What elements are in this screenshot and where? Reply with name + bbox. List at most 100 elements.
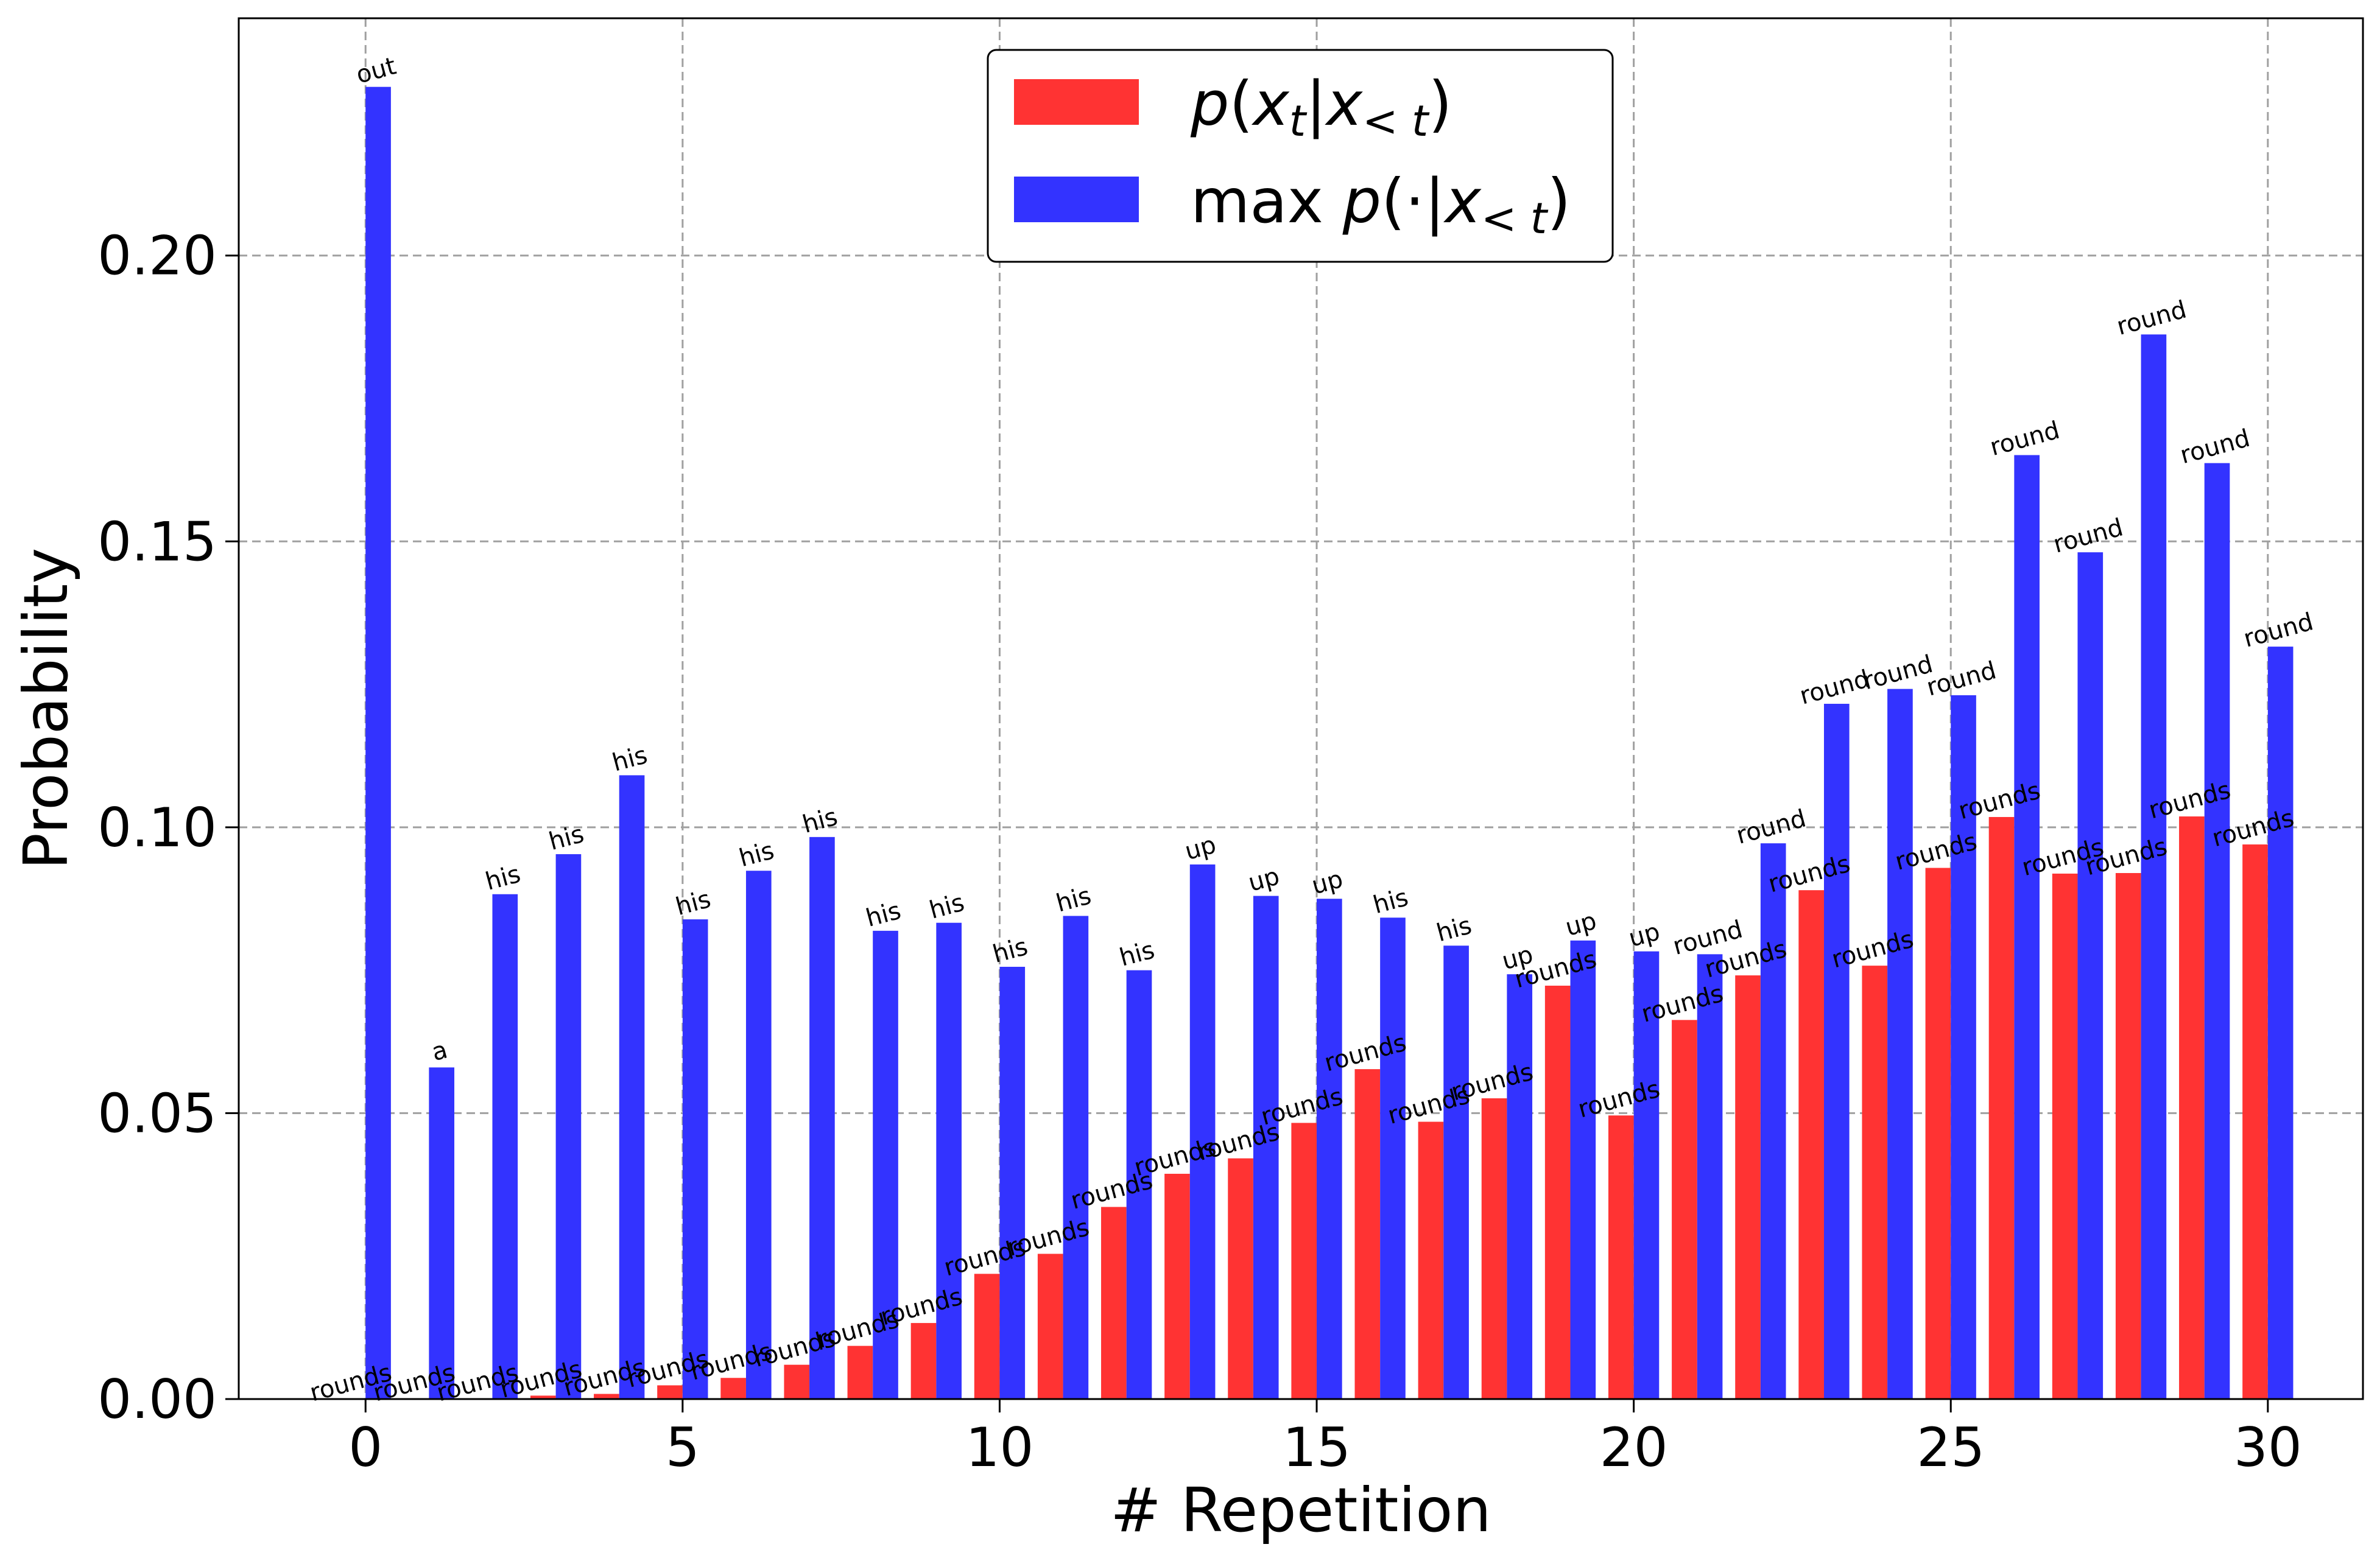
- bar-label-max-p-5: his: [673, 885, 714, 921]
- bar-max-p-20: [1633, 951, 1660, 1399]
- y-tick-label: 0.00: [97, 1368, 217, 1431]
- bar-max-p-11: [1063, 916, 1089, 1399]
- bar-p-xt-7: [784, 1364, 810, 1399]
- legend-box: [987, 49, 1614, 263]
- bar-max-p-28: [2141, 334, 2167, 1399]
- bar-p-xt-15: [1291, 1123, 1317, 1399]
- bar-label-max-p-16: his: [1370, 883, 1411, 919]
- bar-label-max-p-4: his: [610, 741, 650, 777]
- bar-max-p-5: [682, 919, 708, 1399]
- bar-label-max-p-17: his: [1434, 911, 1474, 947]
- legend-entry-blue: max p(·|x< t): [1191, 166, 1571, 244]
- bar-p-xt-22: [1735, 975, 1761, 1399]
- bar-max-p-14: [1253, 896, 1279, 1399]
- bar-label-max-p-11: his: [1053, 882, 1094, 917]
- bar-p-xt-16: [1354, 1069, 1381, 1399]
- bar-p-xt-19: [1544, 986, 1571, 1399]
- bar-p-xt-27: [2052, 873, 2078, 1399]
- bar-p-xt-30: [2242, 844, 2268, 1399]
- bar-p-xt-12: [1101, 1207, 1127, 1399]
- x-tick-label: 30: [2234, 1416, 2302, 1479]
- bar-label-max-p-13: up: [1182, 831, 1219, 866]
- bars: [365, 86, 2294, 1400]
- bar-p-xt-4: [594, 1394, 619, 1399]
- bar-max-p-25: [1951, 695, 1976, 1399]
- bar-max-p-27: [2077, 552, 2104, 1399]
- bar-max-p-24: [1887, 689, 1913, 1399]
- bar-label-max-p-10: his: [990, 933, 1030, 969]
- bar-label-max-p-14: up: [1245, 862, 1283, 897]
- bar-max-p-4: [619, 775, 645, 1399]
- bar-p-xt-29: [2179, 816, 2205, 1399]
- bar-p-xt-18: [1481, 1098, 1507, 1399]
- bar-max-p-0: [365, 86, 391, 1400]
- bar-label-max-p-12: his: [1116, 936, 1157, 972]
- bar-label-max-p-20: up: [1626, 917, 1663, 953]
- bar-label-max-p-29: round: [2177, 424, 2253, 469]
- bar-max-p-22: [1760, 843, 1786, 1399]
- bar-max-p-6: [745, 871, 772, 1399]
- bar-max-p-21: [1697, 954, 1723, 1399]
- bar-p-xt-17: [1418, 1121, 1444, 1399]
- bar-max-p-30: [2267, 647, 2294, 1399]
- bar-max-p-16: [1380, 917, 1406, 1399]
- bar-max-p-9: [936, 922, 962, 1399]
- bar-max-p-17: [1443, 945, 1469, 1399]
- bar-p-xt-24: [1862, 966, 1888, 1399]
- bar-max-p-2: [492, 894, 518, 1399]
- x-tick-label: 15: [1283, 1416, 1351, 1479]
- bar-label-max-p-6: his: [736, 837, 777, 872]
- bar-label-max-p-1: a: [429, 1036, 451, 1067]
- y-tick-label: 0.05: [97, 1082, 217, 1145]
- bar-p-xt-14: [1228, 1158, 1253, 1399]
- bar-p-xt-21: [1672, 1020, 1697, 1399]
- bar-p-xt-11: [1037, 1254, 1063, 1399]
- plot-frame: [238, 17, 2364, 1400]
- x-tick-label: 25: [1917, 1416, 1985, 1479]
- bar-p-xt-9: [910, 1323, 937, 1399]
- x-tick-label: 0: [348, 1416, 382, 1479]
- bar-label-max-p-8: his: [863, 897, 904, 933]
- legend-entry-red: p(xt|x< t): [1190, 68, 1452, 146]
- legend: p(xt|x< t) max p(·|x< t): [987, 49, 1614, 263]
- bar-p-xt-10: [974, 1274, 1000, 1399]
- bar-max-p-23: [1823, 704, 1850, 1399]
- bar-p-xt-25: [1925, 868, 1951, 1399]
- bar-label-max-p-3: his: [546, 820, 586, 856]
- bar-p-xt-6: [720, 1378, 746, 1399]
- bar-p-xt-20: [1608, 1115, 1634, 1399]
- bar-label-max-p-26: round: [1987, 416, 2063, 461]
- bar-p-xt-23: [1798, 890, 1824, 1399]
- bar-label-max-p-27: round: [2051, 513, 2126, 558]
- bar-label-max-p-22: round: [1733, 804, 1809, 849]
- x-tick-label: 20: [1600, 1416, 1668, 1479]
- bar-max-p-10: [999, 967, 1026, 1399]
- bar-max-p-7: [809, 837, 835, 1399]
- bar-max-p-12: [1126, 970, 1152, 1399]
- bar-max-p-18: [1507, 974, 1533, 1399]
- y-axis-title: Probability: [10, 548, 82, 870]
- bar-max-p-1: [429, 1067, 455, 1399]
- bar-label-max-p-15: up: [1309, 865, 1346, 900]
- bar-label-max-p-0: out: [353, 52, 399, 89]
- y-tick-label: 0.15: [97, 510, 217, 573]
- bar-p-xt-28: [2115, 873, 2141, 1399]
- bar-label-max-p-24: round: [1861, 650, 1936, 695]
- bar-max-p-29: [2204, 463, 2230, 1399]
- bar-p-xt-3: [530, 1395, 556, 1399]
- bar-label-max-p-2: his: [482, 860, 523, 896]
- bar-p-xt-26: [1988, 816, 2015, 1399]
- x-tick-label: 5: [666, 1416, 700, 1479]
- y-tick-label: 0.10: [97, 796, 217, 859]
- bar-label-max-p-9: his: [926, 889, 967, 925]
- bar-label-max-p-25: round: [1924, 656, 1999, 701]
- bar-max-p-13: [1189, 864, 1216, 1399]
- bar-label-max-p-30: round: [2241, 608, 2316, 653]
- bar-p-xt-13: [1164, 1173, 1190, 1399]
- bar-p-xt-8: [847, 1345, 873, 1399]
- bar-label-max-p-7: his: [800, 803, 840, 839]
- bar-max-p-26: [2014, 455, 2040, 1400]
- bar-max-p-8: [873, 930, 898, 1399]
- bar-label-max-p-19: up: [1563, 907, 1600, 942]
